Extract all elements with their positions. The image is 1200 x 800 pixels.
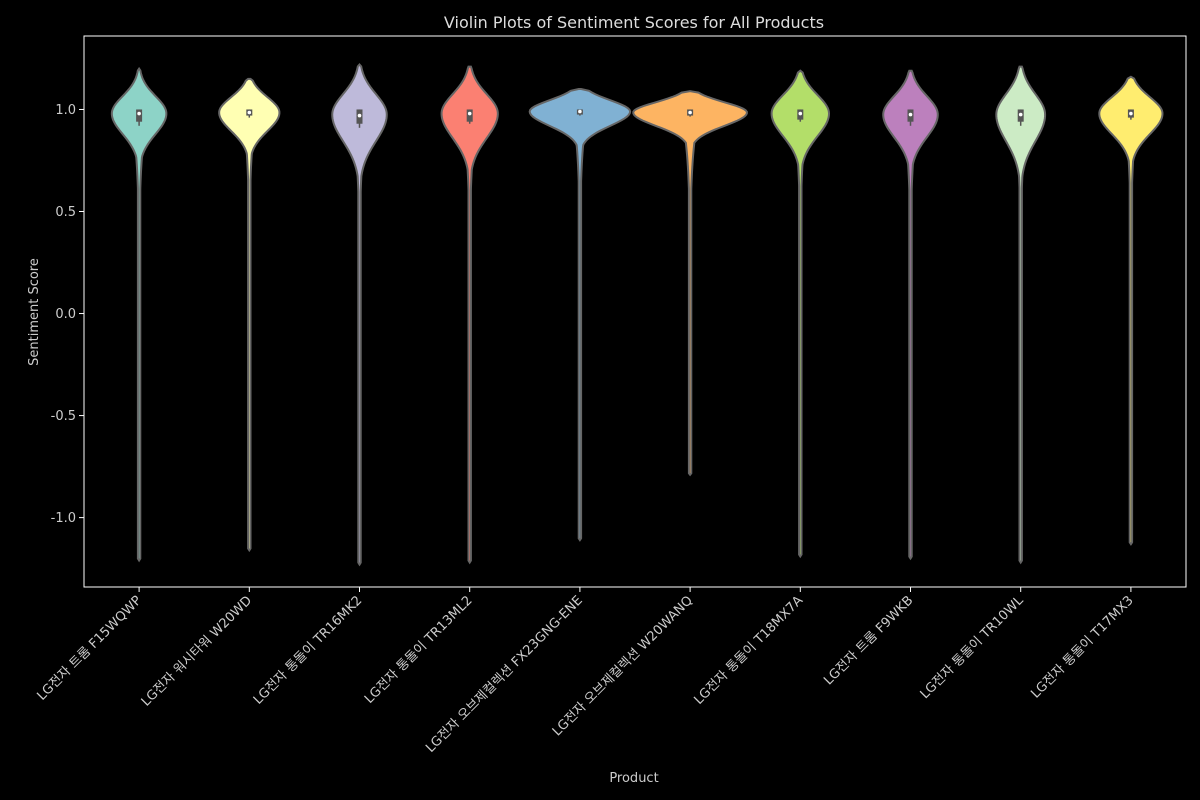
violin-body bbox=[1098, 75, 1164, 546]
x-tick-label: LG전자 통돌이 T18MX7A bbox=[691, 593, 806, 708]
violin-body bbox=[632, 90, 748, 477]
violin-group bbox=[218, 77, 281, 553]
x-tick-label: LG전자 통돌이 TR13ML2 bbox=[362, 593, 476, 707]
axes-frame bbox=[83, 35, 1187, 588]
violin-median-dot bbox=[467, 111, 472, 116]
violin-body bbox=[770, 69, 831, 559]
violin-median-dot bbox=[1129, 111, 1133, 116]
y-tick-label: 0.5 bbox=[55, 205, 76, 220]
violin-median-dot bbox=[908, 112, 913, 117]
violin-group bbox=[882, 69, 939, 561]
violin-group bbox=[632, 90, 748, 477]
y-tick-label: -1.0 bbox=[51, 511, 76, 526]
violin-iqr-box bbox=[136, 109, 143, 122]
violin-body bbox=[331, 63, 388, 567]
violin-body bbox=[995, 65, 1047, 565]
violin-group bbox=[110, 66, 168, 563]
violin-iqr-box bbox=[466, 109, 473, 122]
y-axis: -1.0 -0.5 0.0 0.5 1.0 bbox=[51, 103, 84, 526]
violin-median-dot bbox=[137, 111, 141, 116]
x-tick-label: LG전자 통돌이 TR16MK2 bbox=[251, 593, 365, 707]
y-tick-label: 0.0 bbox=[55, 307, 76, 322]
x-tick-label: LG전자 통돌이 TR10WL bbox=[918, 593, 1027, 702]
violin-median-dot bbox=[578, 109, 582, 114]
y-tick-label: 1.0 bbox=[55, 103, 76, 118]
violin-median-dot bbox=[798, 111, 803, 116]
x-tick-label: LG전자 트롬 F15WQWP bbox=[34, 593, 145, 704]
y-axis-label: Sentiment Score bbox=[27, 258, 42, 366]
violin-body bbox=[440, 65, 499, 565]
violin-group bbox=[528, 88, 632, 542]
violin-median-dot bbox=[688, 110, 692, 115]
violin-group bbox=[1098, 75, 1164, 546]
violin-group bbox=[770, 69, 831, 559]
violin-body bbox=[110, 66, 168, 563]
x-tick-label: LG전자 통돌이 T17MX3 bbox=[1028, 593, 1136, 701]
violin-group bbox=[440, 65, 499, 565]
plot-area bbox=[83, 35, 1187, 588]
violin-median-dot bbox=[357, 113, 362, 118]
x-tick-label: LG전자 트롬 F9WKB bbox=[821, 593, 916, 688]
violin-median-dot bbox=[1018, 112, 1023, 117]
violin-body bbox=[882, 69, 939, 561]
x-axis-label: Product bbox=[609, 771, 658, 786]
violin-body bbox=[528, 88, 632, 542]
violin-body bbox=[218, 77, 281, 553]
x-tick-label: LG전자 워시타워 W20WD bbox=[139, 593, 255, 709]
violin-group bbox=[995, 65, 1047, 565]
violin-group bbox=[331, 63, 388, 567]
y-tick-label: -0.5 bbox=[51, 409, 76, 424]
chart-title: Violin Plots of Sentiment Scores for All… bbox=[444, 13, 824, 32]
violin-median-dot bbox=[247, 110, 252, 115]
